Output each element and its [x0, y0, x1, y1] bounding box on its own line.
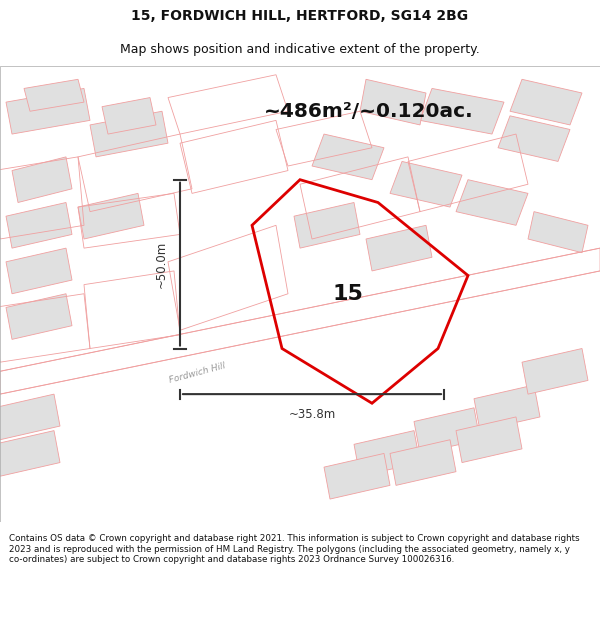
- Polygon shape: [90, 111, 168, 157]
- Text: Map shows position and indicative extent of the property.: Map shows position and indicative extent…: [120, 42, 480, 56]
- Polygon shape: [354, 431, 420, 476]
- Polygon shape: [528, 212, 588, 253]
- Text: 15: 15: [332, 284, 364, 304]
- Polygon shape: [498, 116, 570, 161]
- Text: ~35.8m: ~35.8m: [289, 408, 335, 421]
- Polygon shape: [456, 180, 528, 225]
- Polygon shape: [294, 202, 360, 248]
- Polygon shape: [6, 294, 72, 339]
- Polygon shape: [456, 417, 522, 462]
- Text: Fordwich Hill: Fordwich Hill: [168, 362, 226, 386]
- Text: ~50.0m: ~50.0m: [155, 241, 168, 288]
- Polygon shape: [390, 161, 462, 207]
- Polygon shape: [102, 98, 156, 134]
- Polygon shape: [6, 202, 72, 248]
- Polygon shape: [6, 248, 72, 294]
- Polygon shape: [360, 79, 426, 125]
- Polygon shape: [366, 225, 432, 271]
- Polygon shape: [78, 193, 144, 239]
- Polygon shape: [324, 454, 390, 499]
- Polygon shape: [0, 394, 60, 440]
- Text: 15, FORDWICH HILL, HERTFORD, SG14 2BG: 15, FORDWICH HILL, HERTFORD, SG14 2BG: [131, 9, 469, 23]
- Polygon shape: [312, 134, 384, 180]
- Text: Contains OS data © Crown copyright and database right 2021. This information is : Contains OS data © Crown copyright and d…: [9, 534, 580, 564]
- Polygon shape: [24, 79, 84, 111]
- Polygon shape: [420, 88, 504, 134]
- Polygon shape: [474, 385, 540, 431]
- Polygon shape: [522, 349, 588, 394]
- Polygon shape: [390, 440, 456, 486]
- Polygon shape: [0, 431, 60, 476]
- Text: ~486m²/~0.120ac.: ~486m²/~0.120ac.: [264, 102, 473, 121]
- Polygon shape: [6, 88, 90, 134]
- Polygon shape: [414, 408, 480, 454]
- Polygon shape: [12, 157, 72, 202]
- Polygon shape: [510, 79, 582, 125]
- Polygon shape: [0, 248, 600, 394]
